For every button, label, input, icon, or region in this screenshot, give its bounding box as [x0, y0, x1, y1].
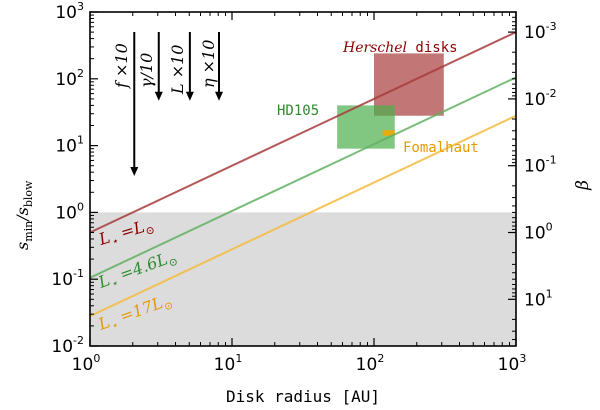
arrow-head-3	[215, 91, 224, 101]
fomalhaut-label: Fomalhaut	[403, 140, 479, 156]
y2-tick-label-3: 100	[524, 221, 553, 244]
arrow-head-1	[154, 91, 163, 101]
arrow-head-2	[185, 91, 194, 101]
arrow-label-f: f ×10	[112, 43, 131, 89]
y2-tick-label-0: 10-3	[524, 20, 557, 43]
plot-frame	[89, 11, 517, 347]
shaded-region	[90, 212, 516, 346]
series-line-0	[90, 31, 516, 234]
y-tick-label-0: 10-2	[51, 334, 84, 357]
y-tick-label-4: 102	[55, 67, 84, 90]
series-line-1	[90, 76, 516, 279]
x-axis-label: Disk radius [AU]	[226, 387, 380, 406]
arrow-head-0	[130, 167, 139, 177]
y-axis-label: smin/sblow	[13, 180, 35, 250]
hd105-label: HD105	[277, 103, 319, 119]
y2-axis-label: β	[573, 180, 593, 191]
x-tick-label-1: 101	[214, 352, 243, 375]
arrow-label-gamma: γ/10	[137, 53, 156, 88]
y-tick-label-5: 103	[55, 0, 84, 23]
x-tick-label-3: 103	[498, 352, 527, 375]
y2-tick-label-4: 101	[524, 287, 553, 310]
y-tick-label-3: 101	[55, 134, 84, 157]
arrow-label-lstar: L ×10	[168, 45, 187, 95]
x-tick-label-2: 102	[356, 352, 385, 375]
y-tick-label-2: 100	[55, 200, 84, 223]
region-rect-0	[374, 53, 444, 116]
svg-text:smin/sblow: smin/sblow	[13, 180, 35, 250]
y-tick-label-1: 10-1	[51, 267, 84, 290]
x-tick-label-0: 100	[72, 352, 101, 375]
herschel-label: Herschel disks	[342, 40, 458, 56]
region-rect-2	[382, 130, 395, 136]
arrow-label-eta: η ×10	[199, 40, 218, 88]
y2-tick-label-2: 10-1	[524, 154, 557, 177]
y2-tick-label-1: 10-2	[524, 87, 557, 110]
series-line-2	[90, 114, 516, 318]
